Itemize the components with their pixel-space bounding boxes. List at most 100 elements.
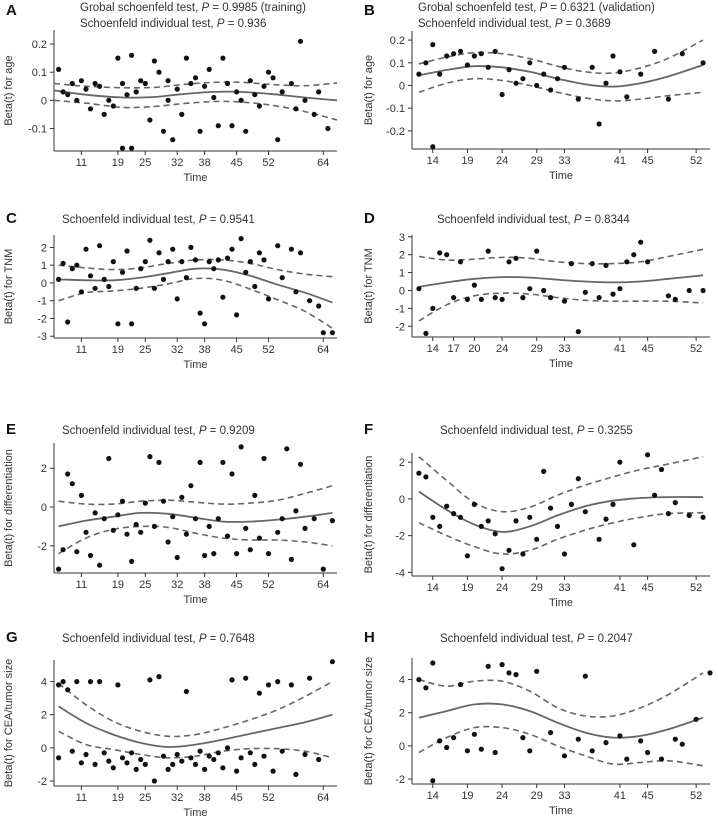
y-tick-label: 3 (399, 232, 405, 244)
residual-point (156, 674, 162, 680)
residual-point (165, 97, 171, 103)
residual-point (124, 92, 130, 98)
x-tick-label: 52 (690, 155, 702, 167)
panel-g: G Schoenfeld individual test, P = 0.7648 1… (3, 629, 337, 816)
residual-point (624, 259, 630, 265)
residual-point (437, 523, 443, 530)
residual-point (156, 250, 162, 256)
residual-point (142, 500, 148, 506)
residual-point (589, 64, 595, 70)
residual-point (106, 758, 112, 764)
residual-point (60, 260, 66, 266)
residual-point (464, 553, 470, 559)
title-p-value: = 0.3255 (584, 425, 632, 437)
panel-label: A (6, 2, 17, 19)
residual-point (320, 330, 326, 336)
y-tick-label: 0 (399, 494, 405, 506)
x-tick-label: 19 (112, 344, 124, 356)
x-tick-label: 64 (317, 344, 329, 356)
residual-point (679, 741, 685, 747)
residual-point (179, 259, 185, 265)
panel-e: E Schoenfeld individual test, P = 0.9209 1… (3, 421, 337, 606)
residual-point (115, 55, 121, 61)
residual-point (499, 91, 505, 98)
title-p-symbol: P (577, 425, 585, 437)
residual-point (142, 80, 148, 87)
residual-point (197, 310, 203, 316)
y-tick-label: 0.2 (32, 39, 47, 51)
residual-point (174, 554, 180, 561)
residual-point (138, 78, 144, 84)
residual-point (548, 730, 554, 736)
residual-point (288, 556, 294, 563)
residual-point (610, 53, 616, 59)
residual-point (316, 756, 322, 763)
residual-point (316, 89, 322, 95)
residual-point (293, 771, 299, 778)
residual-point (284, 446, 290, 452)
residual-point (492, 531, 498, 537)
y-tick-label: -1 (37, 296, 47, 308)
residual-point (329, 518, 335, 524)
residual-point (492, 749, 498, 756)
y-tick-label: 4 (399, 675, 405, 687)
residual-point (478, 523, 484, 530)
x-tick-label: 52 (690, 790, 702, 802)
residual-point (430, 660, 436, 666)
residual-point (129, 321, 135, 327)
residual-point (288, 682, 294, 688)
residual-point (69, 481, 75, 487)
residual-point (672, 736, 678, 742)
residual-point (423, 474, 429, 480)
smoothed-beta-curve (418, 702, 704, 739)
x-tick-label: 11 (76, 792, 87, 804)
panel-c: C Schoenfeld individual test, P = 0.9541 1… (3, 210, 337, 371)
residual-point (506, 547, 512, 553)
residual-point (74, 97, 80, 103)
residual-point (293, 106, 299, 112)
x-tick-label: 29 (531, 155, 543, 167)
y-axis-label: Beta(t) for TNM (3, 249, 15, 325)
residual-point (192, 257, 199, 263)
residual-point (124, 531, 130, 537)
upper-confidence-band (418, 672, 704, 718)
residual-point (256, 535, 262, 541)
residual-point (229, 677, 235, 683)
x-tick-label: 11 (76, 579, 87, 591)
x-tick-label: 33 (558, 343, 570, 355)
panel-label: C (6, 210, 17, 227)
x-axis-label: Time (549, 805, 573, 816)
residual-point (174, 86, 180, 92)
residual-point (115, 512, 121, 518)
residual-point (548, 87, 554, 93)
title-p-value: = 0.9985 (training) (209, 2, 306, 14)
residual-point (183, 688, 189, 695)
x-tick-label: 29 (531, 343, 543, 355)
x-tick-label: 25 (139, 579, 151, 591)
residual-point (638, 239, 644, 245)
residual-point (215, 750, 221, 756)
residual-point (534, 668, 540, 674)
x-tick-label: 45 (642, 582, 654, 594)
residual-point (261, 257, 267, 263)
residual-point (87, 679, 94, 685)
residual-point (138, 529, 144, 535)
residual-point (575, 476, 581, 482)
panel-label: E (6, 421, 16, 438)
residual-point (437, 738, 443, 744)
x-tick-label: 24 (496, 155, 508, 167)
panel-label: H (364, 629, 375, 646)
y-tick-label: -2 (37, 541, 47, 553)
y-tick-label: 2 (399, 708, 405, 720)
residual-point (499, 662, 505, 668)
residual-point (652, 492, 658, 498)
residual-point (83, 529, 89, 535)
residual-point (133, 766, 139, 773)
x-tick-label: 45 (230, 792, 242, 804)
residual-point (256, 690, 262, 696)
residual-point (129, 145, 135, 151)
residual-point (478, 51, 484, 57)
residual-point (617, 459, 623, 465)
x-tick-label: 14 (427, 343, 439, 355)
residual-point (106, 283, 112, 290)
